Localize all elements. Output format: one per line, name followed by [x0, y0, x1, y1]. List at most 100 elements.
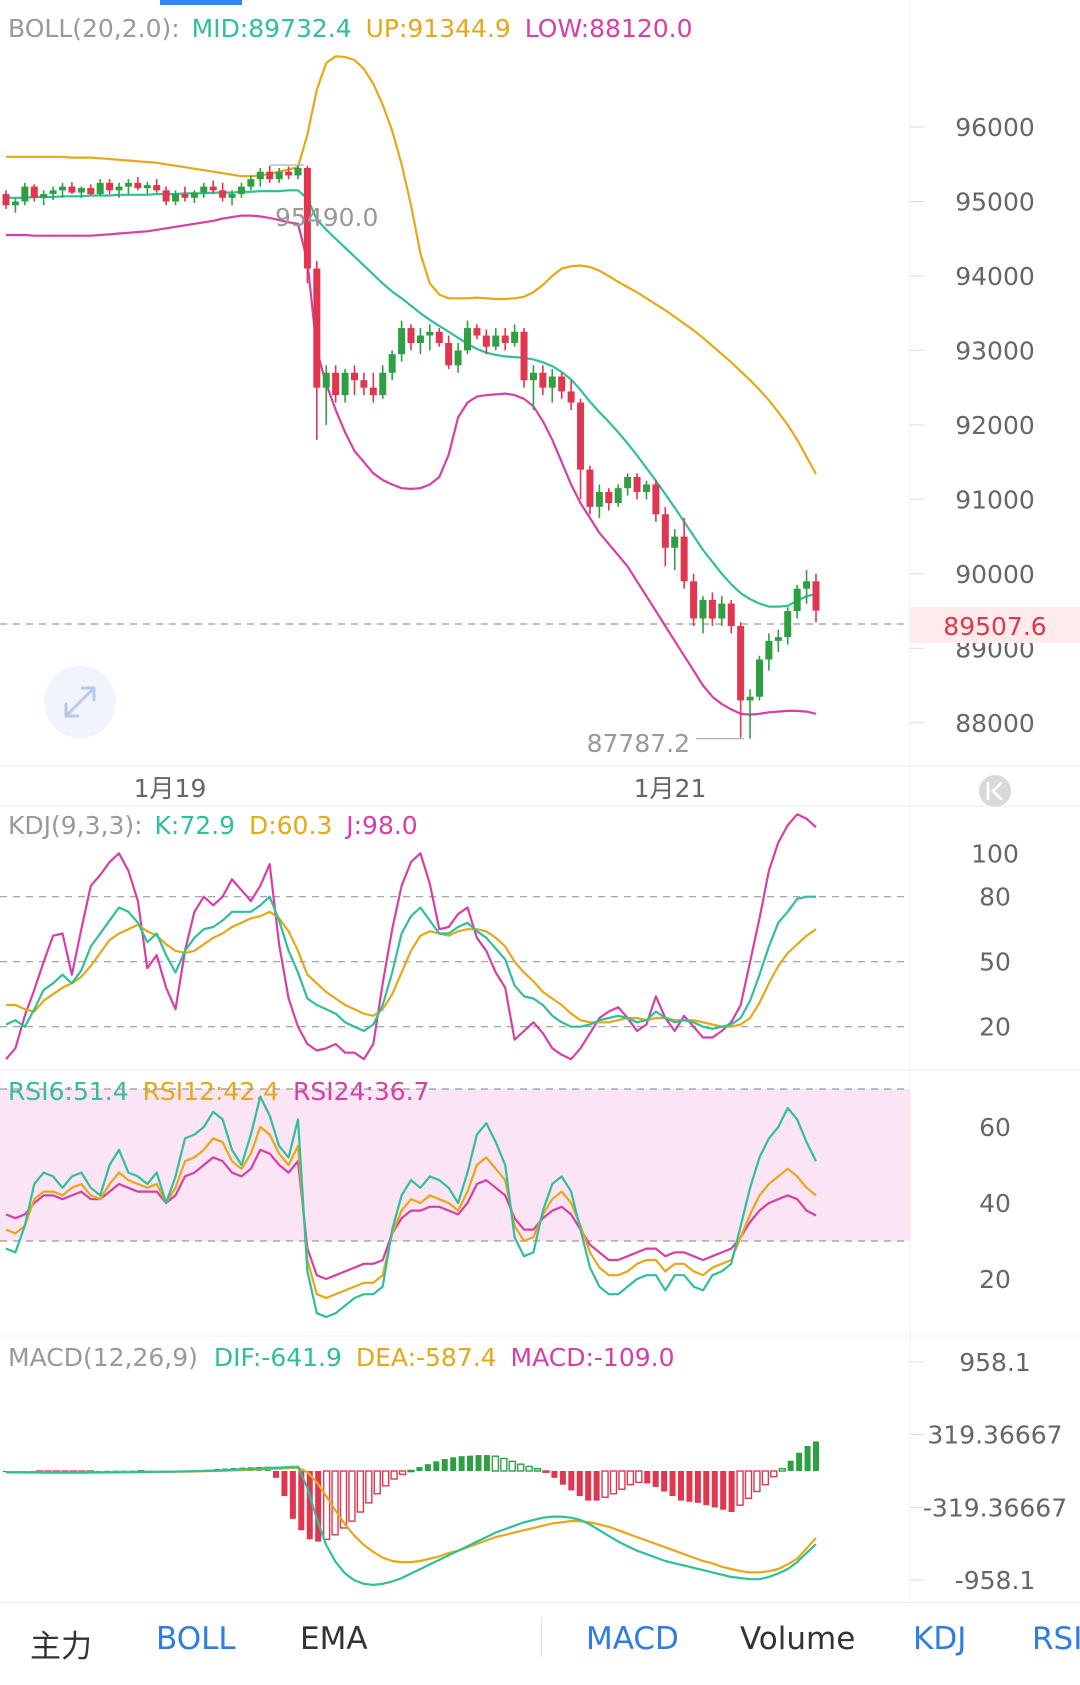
macd-histogram-bar — [398, 1470, 407, 1476]
boll-low-value: LOW:88120.0 — [525, 14, 693, 43]
macd-histogram-bar — [441, 1459, 448, 1471]
kdj-j-value: J:98.0 — [344, 811, 417, 840]
macd-histogram-bar — [458, 1456, 465, 1471]
macd-histogram-bar — [508, 1460, 516, 1472]
candle — [77, 186, 85, 198]
candle — [577, 398, 585, 500]
candle — [369, 372, 377, 403]
candle — [727, 599, 735, 634]
macd-histogram-bar — [407, 1469, 415, 1473]
kdj-legend: KDJ(9,3,3): K:72.9 D:60.3 J:98.0 — [8, 811, 418, 840]
macd-histogram-bar — [306, 1471, 313, 1540]
tab-volume[interactable]: Volume — [740, 1621, 856, 1657]
tab-macd[interactable]: MACD — [586, 1621, 679, 1657]
macd-histogram-bar — [424, 1464, 431, 1471]
rsi12-value: RSI12:42.4 — [143, 1077, 280, 1106]
macd-histogram-bar — [390, 1470, 398, 1480]
price-tick-label: 91000 — [955, 485, 1035, 514]
price-tick-label: 92000 — [955, 411, 1035, 440]
rsi-legend: RSI6:51.4 RSI12:42.4 RSI24:36.7 — [8, 1077, 430, 1106]
macd-histogram-bar — [568, 1471, 575, 1491]
macd-histogram-bar — [483, 1455, 490, 1471]
macd-tick-label: 958.1 — [959, 1348, 1031, 1377]
candle — [49, 186, 57, 200]
tab-rsi[interactable]: RSI — [1032, 1621, 1080, 1657]
price-tick-label: 95000 — [955, 187, 1035, 216]
date-label-1: 1月19 — [134, 774, 207, 803]
tab-main[interactable]: 主力 — [30, 1629, 92, 1665]
rsi-tick-label: 40 — [979, 1189, 1011, 1218]
candle — [379, 365, 387, 399]
macd-histogram-bar — [787, 1460, 794, 1471]
candle — [398, 320, 406, 362]
macd-histogram-bar — [433, 1461, 440, 1471]
candle — [774, 629, 782, 653]
boll-plot — [2, 55, 820, 739]
kdj-axis: 100 80 50 20 — [0, 839, 1019, 1042]
macd-histogram-bar — [609, 1470, 618, 1495]
macd-histogram-bar — [652, 1471, 659, 1487]
candle — [219, 182, 227, 202]
candle — [134, 176, 142, 191]
macd-histogram-bar — [551, 1471, 558, 1478]
candle — [690, 573, 698, 626]
candle — [501, 328, 509, 351]
macd-histogram-bar — [491, 1455, 500, 1472]
candle — [624, 473, 632, 496]
macd-dea-value: DEA:-587.4 — [356, 1343, 497, 1372]
candle — [426, 324, 434, 351]
macd-histogram-bar — [804, 1445, 811, 1471]
candle — [482, 329, 490, 355]
candle — [30, 184, 38, 202]
macd-label: MACD(12,26,9) — [8, 1343, 198, 1372]
drag-handle[interactable] — [160, 0, 242, 5]
kdj-label: KDJ(9,3,3): — [8, 811, 143, 840]
kdj-tick-label: 50 — [979, 948, 1011, 977]
rsi6-value: RSI6:51.4 — [8, 1077, 129, 1106]
macd-histogram-bar — [339, 1470, 348, 1529]
macd-histogram-bar — [618, 1470, 626, 1490]
candle — [266, 165, 274, 183]
candle — [21, 182, 29, 206]
candle — [812, 573, 820, 623]
rsi-band — [0, 1089, 910, 1241]
macd-plot — [3, 1441, 819, 1587]
candle — [671, 529, 679, 571]
macd-dea-line — [6, 1466, 817, 1574]
macd-histogram-bar — [273, 1471, 279, 1478]
candle — [332, 365, 340, 403]
tab-kdj[interactable]: KDJ — [913, 1621, 967, 1657]
price-tick-label: 93000 — [955, 336, 1035, 365]
price-tick-label: 90000 — [955, 560, 1035, 589]
candle — [492, 328, 500, 351]
macd-histogram-bar — [533, 1468, 542, 1472]
candle — [511, 324, 519, 347]
candle — [40, 190, 48, 206]
candle — [407, 324, 415, 351]
macd-histogram-bar — [576, 1471, 583, 1497]
expand-button[interactable] — [44, 666, 116, 738]
rsi-axis: 60 40 20 — [0, 1088, 1011, 1294]
candle — [350, 365, 358, 396]
candle — [718, 596, 726, 626]
low-marker-label: 87787.2 — [587, 729, 690, 758]
chart-canvas[interactable]: BOLL(20,2.0): MID:89732.4 UP:91344.9 LOW… — [0, 0, 1080, 1602]
macd-histogram-bar — [669, 1471, 676, 1497]
macd-histogram-bar — [686, 1471, 693, 1502]
candle — [803, 570, 811, 604]
macd-histogram-bar — [761, 1470, 770, 1486]
macd-histogram-bar — [753, 1470, 761, 1493]
macd-histogram-bar — [475, 1455, 482, 1471]
candle — [200, 182, 208, 198]
rsi24-value: RSI24:36.7 — [293, 1077, 430, 1106]
candle — [209, 180, 217, 195]
rsi-tick-label: 20 — [979, 1265, 1011, 1294]
macd-histogram-bar — [661, 1471, 668, 1492]
kdj-d-line — [6, 910, 817, 1028]
candle — [68, 182, 76, 195]
tab-ema[interactable]: EMA — [300, 1621, 368, 1657]
scroll-to-latest-button[interactable] — [979, 775, 1011, 807]
candle — [652, 480, 660, 522]
macd-histogram-bar — [694, 1471, 701, 1503]
tab-boll[interactable]: BOLL — [156, 1621, 236, 1657]
